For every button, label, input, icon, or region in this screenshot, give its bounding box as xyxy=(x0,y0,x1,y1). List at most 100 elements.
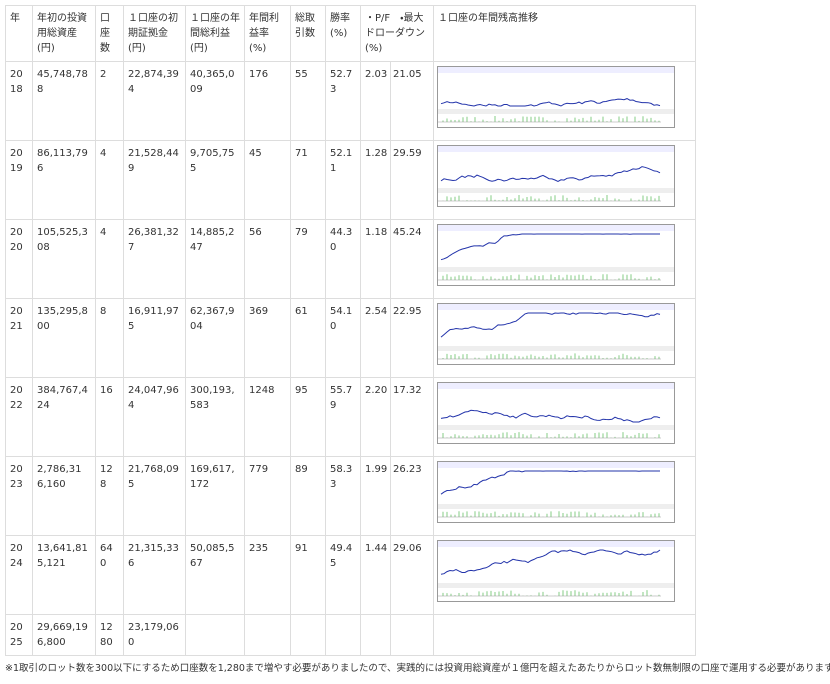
table-cell: 17.32 xyxy=(389,377,435,457)
table-cell: 1248 xyxy=(244,377,291,457)
table-cell: 61 xyxy=(290,298,326,378)
header-cell: 年 xyxy=(5,5,33,62)
table-cell: 1.18 xyxy=(360,219,391,299)
chart-cell xyxy=(433,535,697,615)
table-cell: 45 xyxy=(244,140,291,220)
table-cell: 2023 xyxy=(5,456,33,536)
table-cell: 40,365,009 xyxy=(185,61,245,141)
balance-chart-image xyxy=(437,224,676,286)
table-cell: 2,786,316,160 xyxy=(32,456,96,536)
table-cell: 52.11 xyxy=(325,140,361,220)
table-cell: 50,085,567 xyxy=(185,535,245,615)
balance-chart-image xyxy=(437,382,676,444)
table-row: 2025 29,669,196,800 1280 23,179,060 xyxy=(5,614,697,656)
table-cell xyxy=(244,614,291,656)
header-cell: 総取引数 xyxy=(290,5,326,62)
table-cell: 21.05 xyxy=(389,61,435,141)
table-cell: 86,113,796 xyxy=(32,140,96,220)
table-row: 2022 384,767,424 16 24,047,964 300,193,583 12… xyxy=(5,377,697,457)
table-cell: 54.10 xyxy=(325,298,361,378)
table-cell: 16,911,975 xyxy=(123,298,186,378)
chart-cell xyxy=(433,456,697,536)
header-cell: 勝率(%) xyxy=(325,5,361,62)
balance-chart-image xyxy=(437,540,676,602)
table-cell: 779 xyxy=(244,456,291,536)
table-cell: 55.79 xyxy=(325,377,361,457)
table-cell: 640 xyxy=(95,535,124,615)
table-cell: 56 xyxy=(244,219,291,299)
table-cell: 16 xyxy=(95,377,124,457)
table-cell: 2.20 xyxy=(360,377,391,457)
table-cell: 29.59 xyxy=(389,140,435,220)
table-cell: 21,768,095 xyxy=(123,456,186,536)
table-cell: 1280 xyxy=(95,614,124,656)
table-cell: 1.28 xyxy=(360,140,391,220)
table-cell: 2.54 xyxy=(360,298,391,378)
chart-cell xyxy=(433,140,697,220)
table-row: 2024 13,641,815,121 640 21,315,336 50,085,56… xyxy=(5,535,697,615)
table-cell: 8 xyxy=(95,298,124,378)
table-cell: 2022 xyxy=(5,377,33,457)
table-cell: 4 xyxy=(95,219,124,299)
table-cell: 71 xyxy=(290,140,326,220)
table-cell: 22,874,394 xyxy=(123,61,186,141)
table-cell: 128 xyxy=(95,456,124,536)
chart-cell xyxy=(433,377,697,457)
table-cell xyxy=(325,614,361,656)
header-row: 年年初の投資用総資産(円) 口座数 １口座の初期証拠金(円) １口座の年間総利益(円)… xyxy=(5,5,697,62)
header-cell: 年間利益率(%) xyxy=(244,5,291,62)
table-cell: 2021 xyxy=(5,298,33,378)
footnote: ※1取引のロット数を300以下にするため口座数を1,280まで増やす必要がありま… xyxy=(5,663,830,674)
table-cell: 79 xyxy=(290,219,326,299)
table-cell: 369 xyxy=(244,298,291,378)
table-cell: 45.24 xyxy=(389,219,435,299)
table-cell: 22.95 xyxy=(389,298,435,378)
header-cell: １口座の年間総利益(円) xyxy=(185,5,245,62)
balance-chart-image xyxy=(437,145,676,207)
table-cell: 29,669,196,800 xyxy=(32,614,96,656)
table-cell: 1.99 xyxy=(360,456,391,536)
table-cell: 55 xyxy=(290,61,326,141)
results-table: 年年初の投資用総資産(円) 口座数 １口座の初期証拠金(円) １口座の年間総利益(円)… xyxy=(5,5,697,656)
table-cell: 14,885,247 xyxy=(185,219,245,299)
table-row: 2019 86,113,796 4 21,528,449 9,705,755 45 71 52… xyxy=(5,140,697,220)
table-cell: 29.06 xyxy=(389,535,435,615)
table-cell xyxy=(185,614,245,656)
table-cell: 44.30 xyxy=(325,219,361,299)
table-cell: 2025 xyxy=(5,614,33,656)
chart-cell xyxy=(433,61,697,141)
header-cell: 口座数 xyxy=(95,5,124,62)
chart-cell xyxy=(433,614,697,656)
table-cell: 135,295,800 xyxy=(32,298,96,378)
table-cell: 21,528,449 xyxy=(123,140,186,220)
header-cell: ・P/F ・最大ドローダウン(%) xyxy=(359,5,435,62)
chart-cell xyxy=(433,298,697,378)
table-row: 2021 135,295,800 8 16,911,975 62,367,904 369 6… xyxy=(5,298,697,378)
balance-chart-image xyxy=(437,303,676,365)
header-cell: １口座の初期証拠金(円) xyxy=(123,5,186,62)
table-cell: 176 xyxy=(244,61,291,141)
table-cell: 4 xyxy=(95,140,124,220)
table-cell: 13,641,815,121 xyxy=(32,535,96,615)
balance-chart-image xyxy=(437,66,676,128)
table-cell: 2024 xyxy=(5,535,33,615)
table-cell: 2.03 xyxy=(360,61,391,141)
table-cell xyxy=(360,614,391,656)
table-cell: 52.73 xyxy=(325,61,361,141)
table-row: 2023 2,786,316,160 128 21,768,095 169,617,17… xyxy=(5,456,697,536)
table-cell xyxy=(290,614,326,656)
table-cell: 300,193,583 xyxy=(185,377,245,457)
table-cell: 21,315,336 xyxy=(123,535,186,615)
table-cell: 45,748,788 xyxy=(32,61,96,141)
table-cell: 26.23 xyxy=(389,456,435,536)
table-cell: 24,047,964 xyxy=(123,377,186,457)
table-cell: 49.45 xyxy=(325,535,361,615)
table-cell: 23,179,060 xyxy=(123,614,186,656)
table-cell: 384,767,424 xyxy=(32,377,96,457)
table-cell: 26,381,327 xyxy=(123,219,186,299)
table-cell: 169,617,172 xyxy=(185,456,245,536)
header-cell: １口座の年間残高推移 xyxy=(433,5,697,62)
table-cell: 2 xyxy=(95,61,124,141)
table-cell: 95 xyxy=(290,377,326,457)
